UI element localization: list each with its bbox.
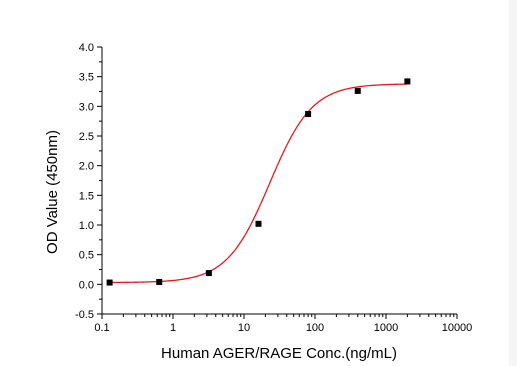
y-tick-label: 0.0 <box>79 279 94 291</box>
fit-curve-layer <box>109 83 408 284</box>
data-point <box>205 270 212 277</box>
fit-curve <box>109 83 408 284</box>
y-tick-label: 2.0 <box>79 161 94 173</box>
data-point <box>106 279 113 286</box>
x-tick-label: 1000 <box>374 322 398 334</box>
x-tick-label: 10000 <box>442 322 473 334</box>
data-point <box>305 111 312 118</box>
y-tick-label: 0.5 <box>79 250 94 262</box>
data-points-layer <box>106 78 411 286</box>
y-tick-label: 3.5 <box>79 72 94 84</box>
x-tick-label: 10 <box>238 322 250 334</box>
data-point <box>156 278 163 285</box>
x-tick-label: 100 <box>306 322 324 334</box>
y-tick-label: 4.0 <box>79 42 94 54</box>
data-point <box>255 220 262 227</box>
data-point <box>354 87 361 94</box>
axes: -0.5 0.0 0.5 1.0 1.5 2.0 2.5 3.0 3.5 4.0 0.1 1 10 100… <box>75 42 472 334</box>
right-edge-strip <box>509 0 517 366</box>
y-tick-label: 1.5 <box>79 190 94 202</box>
data-point <box>404 78 411 85</box>
y-tick-label: -0.5 <box>75 309 94 321</box>
y-tick-label: 3.0 <box>79 101 94 113</box>
x-tick-label: 0.1 <box>94 322 109 334</box>
x-axis-title: Human AGER/RAGE Conc.(ng/mL) <box>161 345 397 362</box>
y-tick-label: 2.5 <box>79 131 94 143</box>
x-tick-label: 1 <box>170 322 176 334</box>
y-tick-label: 1.0 <box>79 220 94 232</box>
y-axis-title: OD Value (450nm) <box>44 130 61 254</box>
